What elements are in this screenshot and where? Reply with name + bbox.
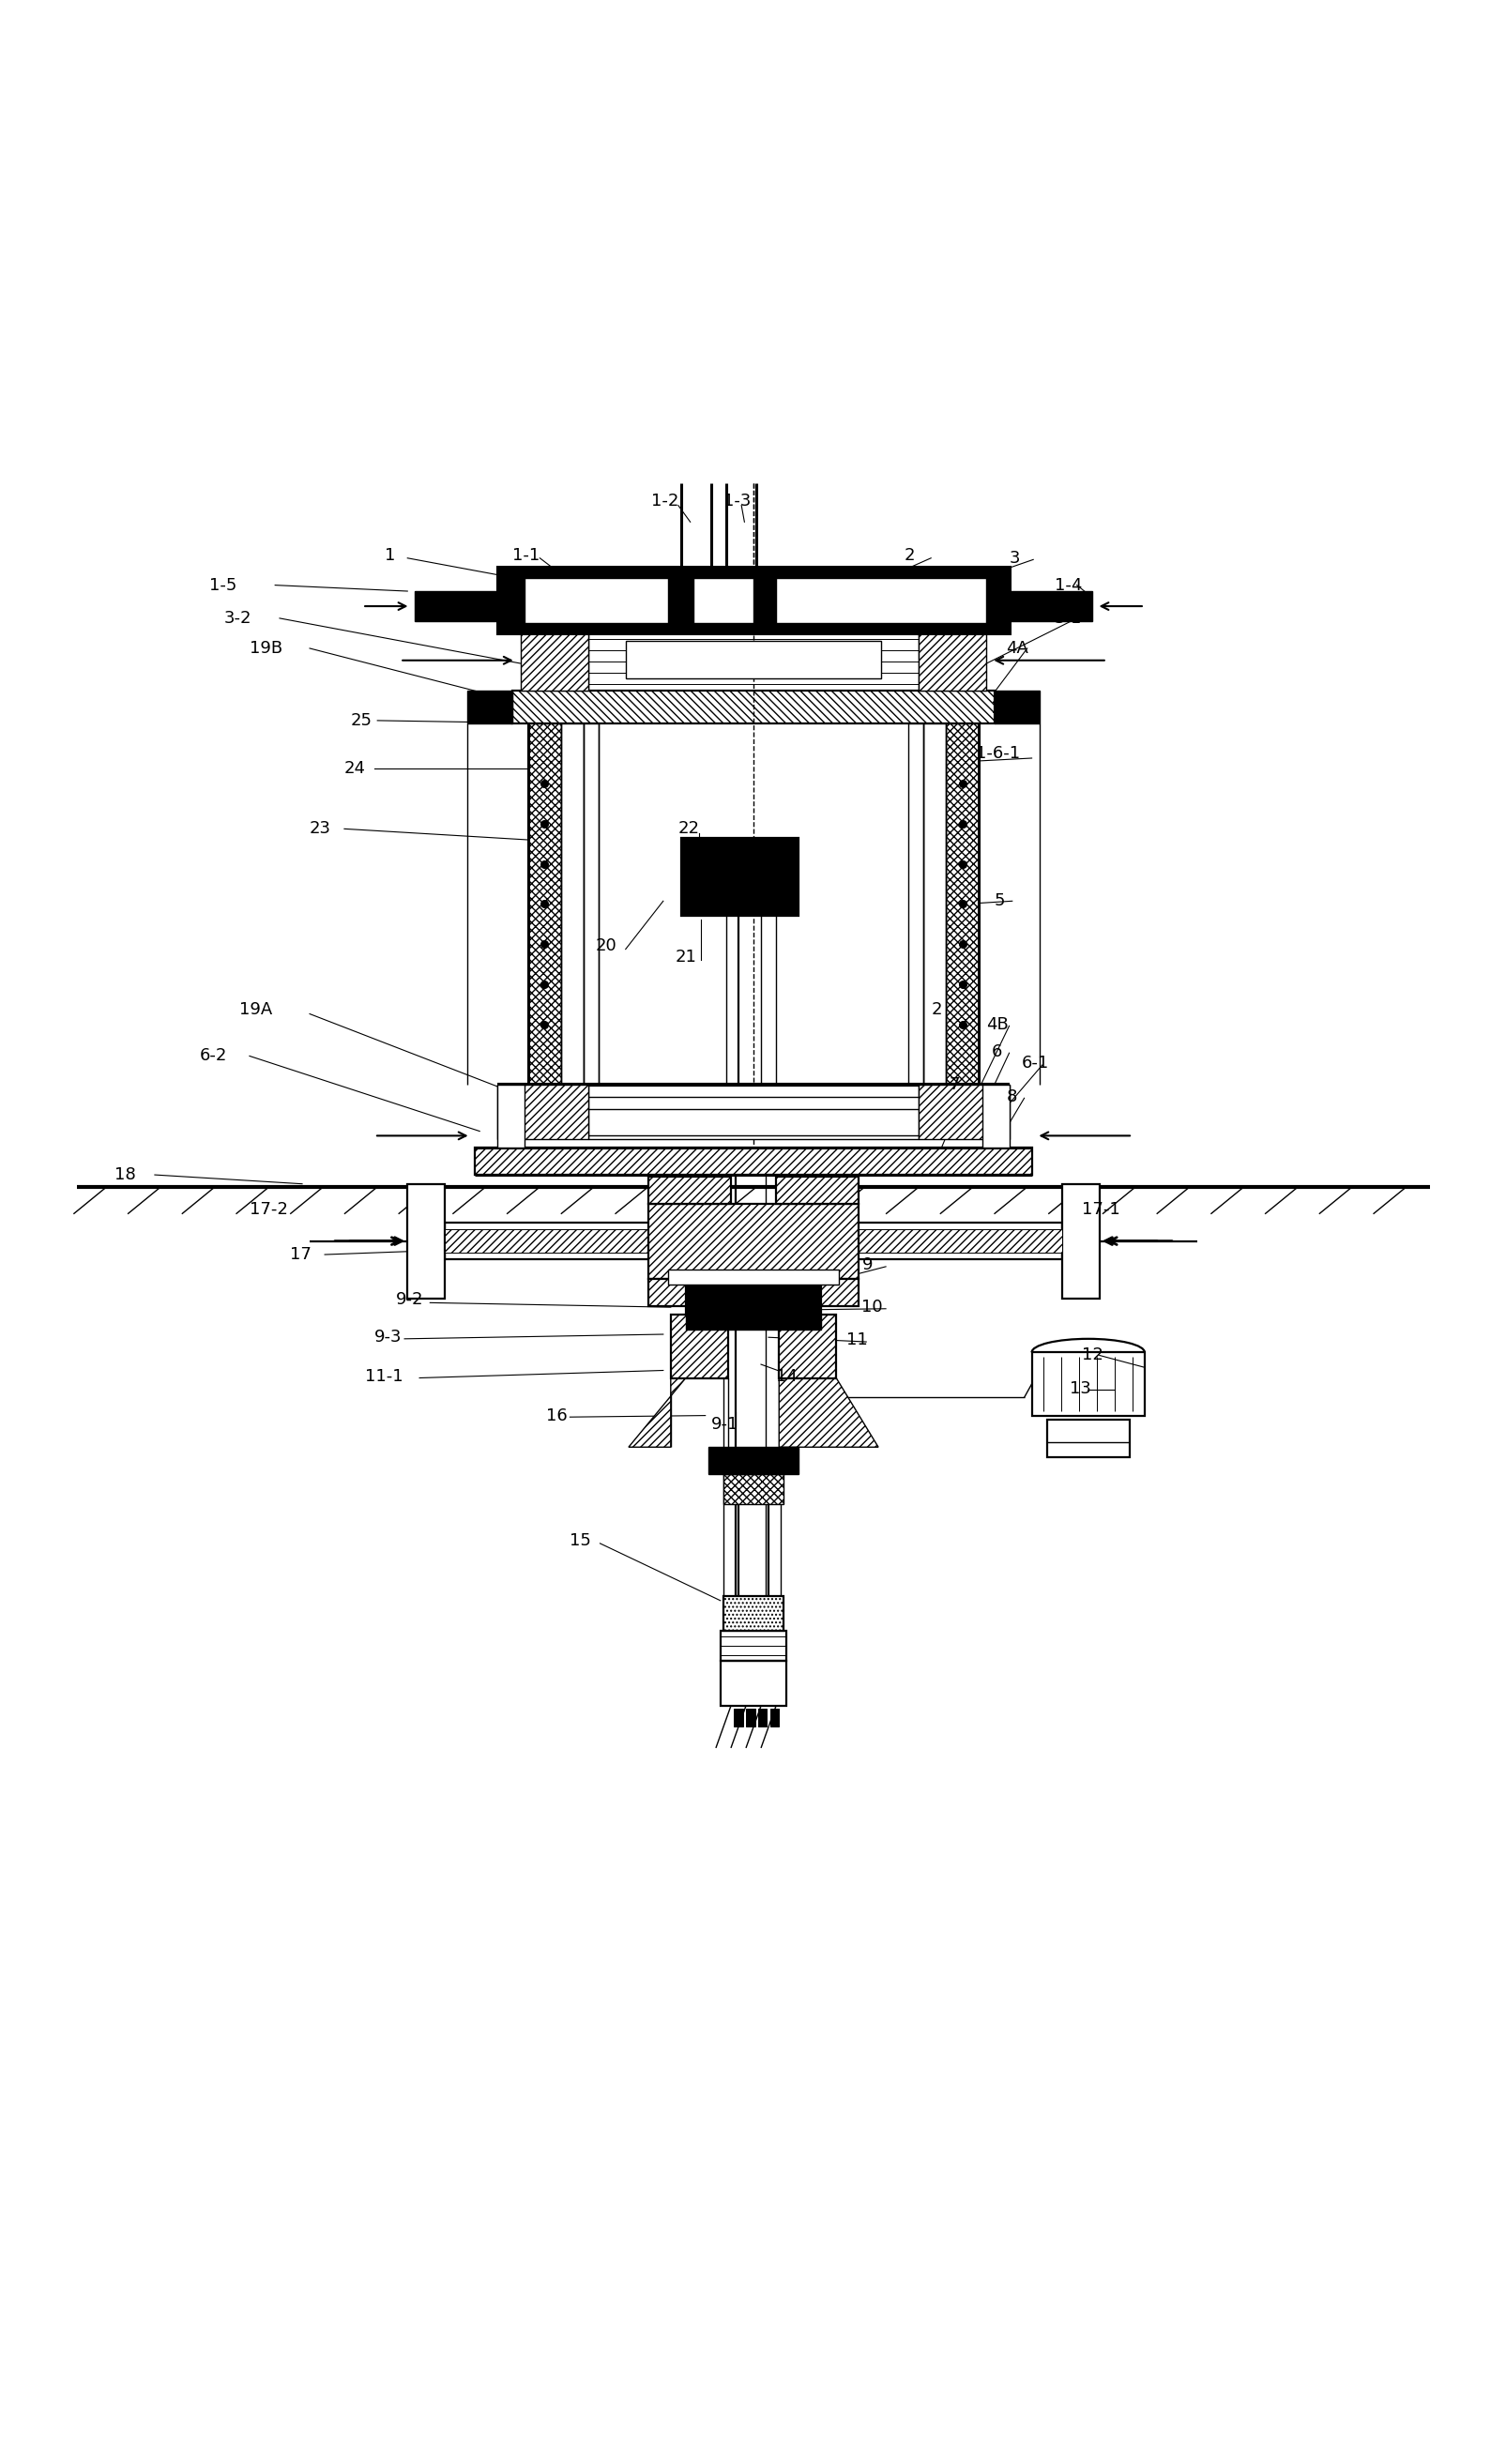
Text: 4B: 4B xyxy=(986,1015,1009,1032)
Bar xyxy=(512,690,994,724)
Text: 5: 5 xyxy=(994,892,1005,909)
Text: 22: 22 xyxy=(678,821,699,838)
Bar xyxy=(1047,1419,1130,1459)
Text: 1: 1 xyxy=(384,547,396,564)
Polygon shape xyxy=(919,1084,1009,1138)
Bar xyxy=(587,633,919,690)
Text: 16: 16 xyxy=(545,1407,566,1424)
Text: 6-2: 6-2 xyxy=(200,1047,227,1064)
Bar xyxy=(648,1202,858,1279)
Bar xyxy=(720,1661,786,1705)
Bar xyxy=(723,1597,783,1631)
Text: 10: 10 xyxy=(861,1299,883,1316)
Bar xyxy=(685,1316,821,1331)
Bar xyxy=(770,1710,779,1727)
Polygon shape xyxy=(497,1084,587,1138)
Bar xyxy=(560,724,583,1084)
Text: 8: 8 xyxy=(1006,1089,1017,1104)
Bar xyxy=(745,1710,755,1727)
Bar xyxy=(444,1230,648,1254)
Bar xyxy=(681,838,798,917)
Bar xyxy=(723,1473,783,1506)
Bar xyxy=(776,1279,858,1306)
Bar xyxy=(524,577,667,623)
Bar xyxy=(720,1631,786,1661)
Text: 19A: 19A xyxy=(239,1000,273,1018)
Polygon shape xyxy=(520,633,587,690)
Bar xyxy=(758,1710,767,1727)
Bar xyxy=(693,577,753,623)
Text: 14: 14 xyxy=(776,1368,797,1385)
Bar xyxy=(670,1316,727,1377)
Text: 25: 25 xyxy=(349,712,372,729)
Bar xyxy=(648,1279,730,1306)
Text: 9-3: 9-3 xyxy=(373,1328,402,1345)
Text: 3-1: 3-1 xyxy=(1054,609,1081,626)
Text: 20: 20 xyxy=(595,939,616,954)
Bar xyxy=(414,591,497,621)
Text: 4A: 4A xyxy=(1006,641,1029,658)
Text: 17-1: 17-1 xyxy=(1081,1200,1119,1217)
Text: 7: 7 xyxy=(949,1077,959,1094)
Bar xyxy=(583,724,598,1084)
Polygon shape xyxy=(919,633,986,690)
Text: 12: 12 xyxy=(1081,1348,1102,1363)
Polygon shape xyxy=(628,1377,685,1446)
Text: 2: 2 xyxy=(931,1000,941,1018)
Bar xyxy=(779,1316,836,1377)
Bar xyxy=(625,641,881,678)
Bar xyxy=(648,1175,730,1202)
Bar xyxy=(474,1148,1032,1175)
Bar xyxy=(467,690,512,724)
Text: 17-2: 17-2 xyxy=(250,1200,288,1217)
Bar xyxy=(1062,1183,1099,1299)
Text: 3-2: 3-2 xyxy=(224,609,252,626)
Bar xyxy=(1032,1353,1145,1414)
Bar xyxy=(497,1084,524,1148)
Bar xyxy=(667,1269,839,1284)
Text: 1-1: 1-1 xyxy=(512,547,539,564)
Text: 3: 3 xyxy=(1009,549,1020,567)
Text: 1-5: 1-5 xyxy=(209,577,236,594)
Polygon shape xyxy=(779,1377,878,1446)
Text: 19B: 19B xyxy=(250,641,282,658)
Bar xyxy=(1009,591,1092,621)
Text: 9-1: 9-1 xyxy=(711,1417,738,1434)
Bar xyxy=(946,724,979,1084)
Text: 9: 9 xyxy=(861,1257,872,1274)
Text: 9-2: 9-2 xyxy=(395,1291,423,1308)
Text: 6-1: 6-1 xyxy=(1021,1055,1048,1072)
Bar xyxy=(923,724,946,1084)
Text: 1-2: 1-2 xyxy=(651,493,678,510)
Bar xyxy=(776,1175,858,1202)
Bar xyxy=(708,1446,798,1473)
Text: 6: 6 xyxy=(991,1042,1001,1060)
Text: 1-4: 1-4 xyxy=(1054,577,1081,594)
Bar xyxy=(982,1084,1009,1148)
Bar xyxy=(858,1230,1062,1254)
Text: 1-6-1: 1-6-1 xyxy=(976,744,1020,761)
Bar xyxy=(994,690,1039,724)
Bar xyxy=(497,567,1009,633)
Text: 1-3: 1-3 xyxy=(723,493,750,510)
Bar xyxy=(407,1183,444,1299)
Text: 1-6: 1-6 xyxy=(991,700,1018,717)
Bar xyxy=(587,1084,919,1138)
Text: 24: 24 xyxy=(343,761,366,776)
Bar xyxy=(733,1710,742,1727)
Text: 18: 18 xyxy=(114,1165,136,1183)
Text: 2: 2 xyxy=(904,547,914,564)
Text: 13: 13 xyxy=(1069,1380,1090,1397)
Text: 21: 21 xyxy=(675,949,696,966)
Bar xyxy=(776,577,986,623)
Text: 11: 11 xyxy=(846,1333,867,1348)
Text: 23: 23 xyxy=(310,821,331,838)
Text: 15: 15 xyxy=(569,1533,590,1550)
Text: 11-1: 11-1 xyxy=(364,1368,404,1385)
Text: 17: 17 xyxy=(291,1247,312,1264)
Bar xyxy=(685,1284,821,1316)
Bar xyxy=(908,724,923,1084)
Bar xyxy=(527,724,560,1084)
